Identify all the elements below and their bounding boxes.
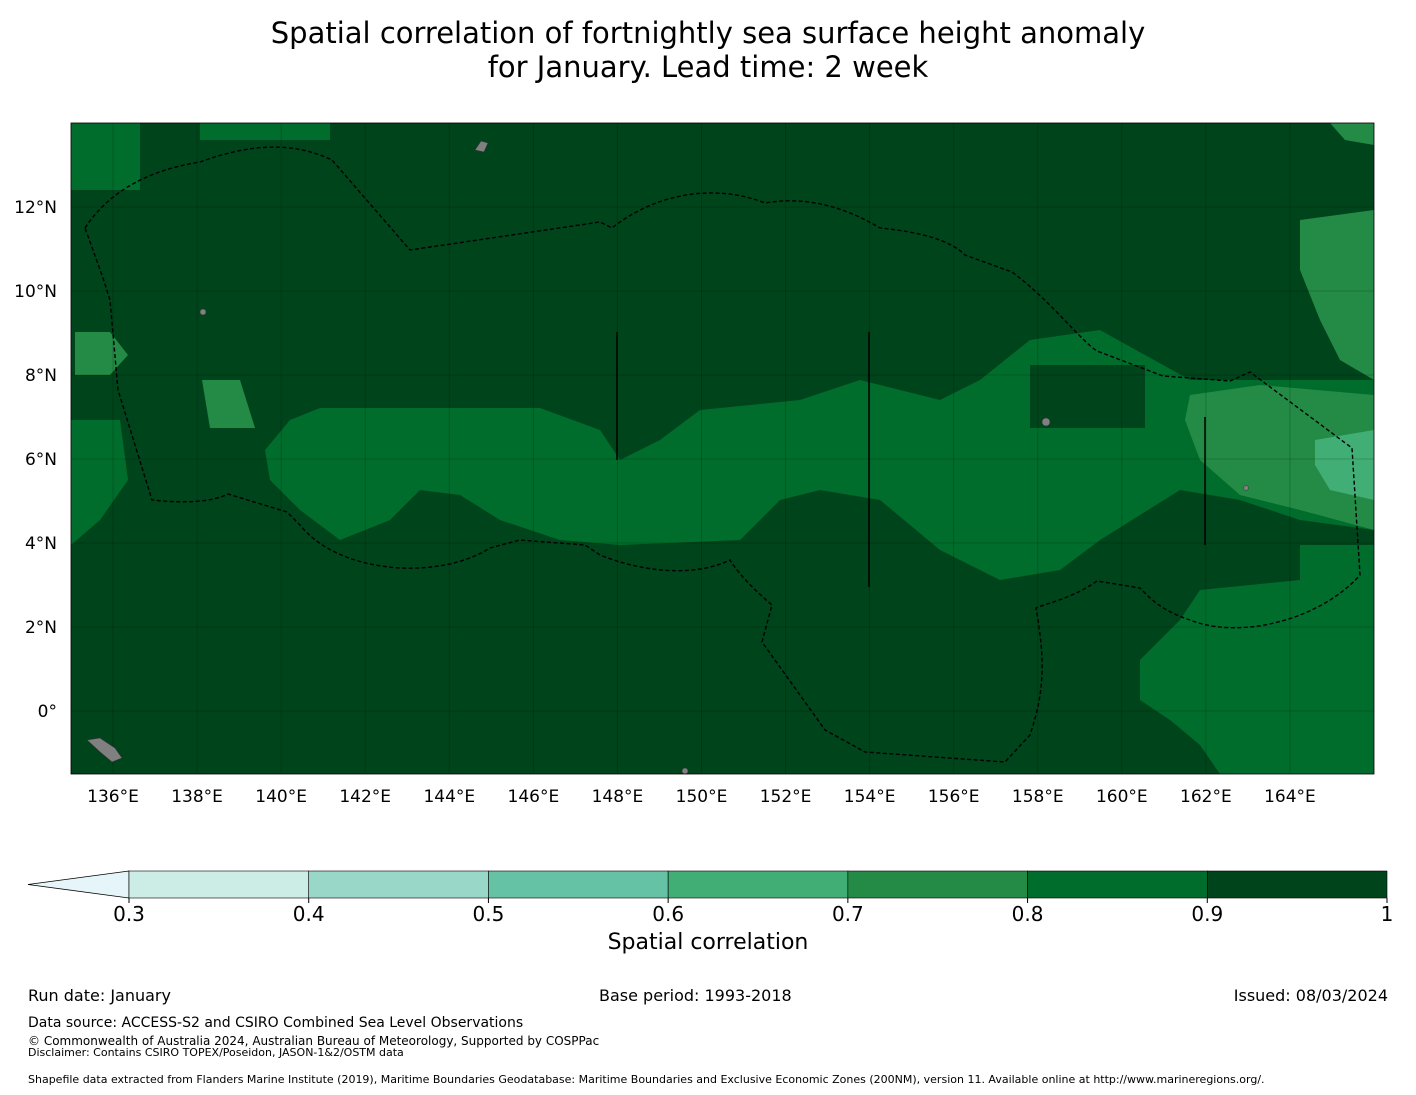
- field-east-dark-2: [1180, 282, 1260, 332]
- lat-tick-label: 10°N: [14, 282, 57, 302]
- lat-tick-label: 12°N: [14, 198, 57, 218]
- colorbar-tick-label: 0.9: [1191, 902, 1223, 926]
- data-source: Data source: ACCESS-S2 and CSIRO Combine…: [28, 1015, 524, 1031]
- colorbar-tick-label: 0.3: [113, 902, 145, 926]
- island-kosrae: [1243, 485, 1249, 491]
- lon-tick-label: 150°E: [676, 787, 728, 807]
- colorbar-tick-label: 0.6: [652, 902, 684, 926]
- field-central-dark: [600, 190, 1130, 410]
- title-line-2: for January. Lead time: 2 week: [487, 50, 929, 84]
- field-east: [71, 123, 1374, 774]
- lon-tick-label: 142°E: [339, 787, 391, 807]
- land-papua: [86, 737, 123, 763]
- colorbar-segment: [488, 870, 669, 899]
- colorbar: 0.3 0.4 0.5 0.6 0.7 0.8 0.9 1: [27, 870, 1394, 926]
- island-yap: [199, 308, 207, 316]
- field-north-dark: [400, 123, 600, 150]
- eez-boundaries: [84, 146, 1361, 763]
- colorbar-tick-label: 1: [1381, 902, 1394, 926]
- lat-tick-label: 8°N: [25, 366, 57, 386]
- longitude-tick-labels: 136°E 138°E 140°E 142°E 144°E 146°E 148°E 150°E…: [87, 787, 1316, 807]
- lon-tick-label: 160°E: [1096, 787, 1148, 807]
- lat-tick-label: 4°N: [25, 534, 57, 554]
- lon-tick-label: 136°E: [87, 787, 139, 807]
- lat-tick-label: 6°N: [25, 450, 57, 470]
- lon-tick-label: 148°E: [592, 787, 644, 807]
- island-south: [681, 767, 689, 774]
- disclaimer: Disclaimer: Contains CSIRO TOPEX/Poseido…: [28, 1046, 404, 1059]
- colorbar-tick-label: 0.7: [832, 902, 864, 926]
- latitude-tick-labels: 12°N 10°N 8°N 6°N 4°N 2°N 0°: [14, 198, 57, 722]
- gridlines: [71, 123, 1374, 774]
- field-west-band: [71, 420, 128, 545]
- field-east-patch-south: [1185, 385, 1374, 530]
- colorbar-tick-label: 0.4: [293, 902, 325, 926]
- base-period: Base period: 1993-2018: [599, 986, 792, 1005]
- colorbar-segment: [128, 870, 310, 899]
- lon-tick-label: 140°E: [255, 787, 307, 807]
- field-west-patch: [75, 332, 128, 375]
- colorbar-segment: [667, 870, 849, 899]
- field-east-patch-north: [1300, 210, 1374, 380]
- lon-tick-label: 138°E: [171, 787, 223, 807]
- lon-tick-label: 164°E: [1264, 787, 1316, 807]
- field-nw-corner: [71, 123, 140, 190]
- run-date: Run date: January: [28, 986, 171, 1005]
- colorbar-segment: [847, 870, 1028, 899]
- colorbar-tick-label: 0.5: [473, 902, 505, 926]
- map-frame: [70, 122, 1375, 775]
- lon-tick-label: 158°E: [1012, 787, 1064, 807]
- colorbar-segment: [1027, 870, 1208, 899]
- lat-tick-label: 0°: [38, 702, 57, 722]
- island-guam: [474, 140, 489, 153]
- field-east-patch-high: [1315, 430, 1374, 500]
- lat-tick-label: 2°N: [25, 618, 57, 638]
- colorbar-segment: [1206, 870, 1388, 899]
- colorbar-segment: [308, 870, 489, 899]
- lon-tick-label: 156°E: [928, 787, 980, 807]
- island-pohnpei: [1041, 417, 1051, 427]
- lon-tick-label: 152°E: [760, 787, 812, 807]
- field-west-patch-2: [202, 380, 255, 428]
- issued-date: Issued: 08/03/2024: [1233, 986, 1388, 1005]
- map-plot-area: [71, 123, 1374, 774]
- colorbar-extension: [27, 870, 130, 899]
- lon-tick-label: 144°E: [423, 787, 475, 807]
- lon-tick-label: 154°E: [844, 787, 896, 807]
- field-east-dark: [1030, 365, 1145, 428]
- lon-tick-label: 162°E: [1180, 787, 1232, 807]
- copyright: © Commonwealth of Australia 2024, Austra…: [28, 1034, 600, 1048]
- lon-tick-label: 146°E: [508, 787, 560, 807]
- colorbar-tick-label: 0.8: [1012, 902, 1044, 926]
- shapefile-credit: Shapefile data extracted from Flanders M…: [28, 1073, 1265, 1086]
- field-ne-patch: [1330, 123, 1374, 145]
- colorbar-label: Spatial correlation: [607, 930, 809, 955]
- title-line-1: Spatial correlation of fortnightly sea s…: [270, 16, 1146, 50]
- correlation-map: 136°E 138°E 140°E 142°E 144°E 146°E 148°E 150°E…: [14, 122, 1394, 926]
